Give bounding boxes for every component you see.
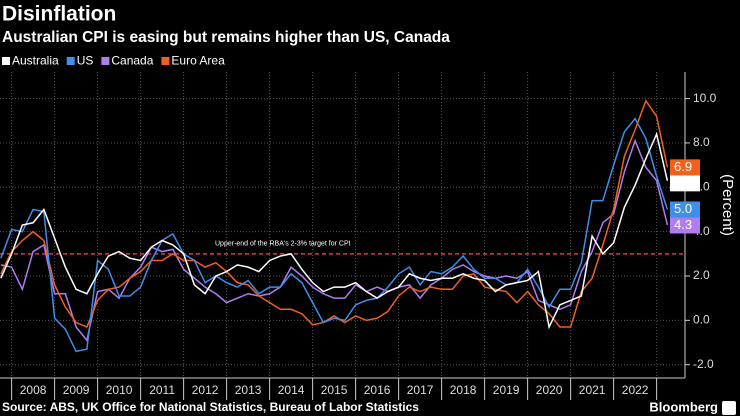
legend-swatch (2, 57, 10, 65)
y-tick-label: 2.0 (693, 268, 710, 282)
legend-swatch (161, 57, 170, 65)
brand-icon (722, 401, 736, 415)
series-line (0, 138, 669, 342)
end-label: 4.3 (674, 217, 692, 232)
series-line (0, 99, 669, 328)
x-tick-label: 2017 (407, 383, 434, 397)
chart-title: Disinflation (2, 3, 116, 26)
y-tick-label: 0.0 (693, 313, 710, 327)
end-label-box (670, 159, 700, 176)
source: Source: ABS, UK Office for National Stat… (2, 400, 419, 414)
series-line (0, 131, 669, 330)
end-label-box (670, 201, 700, 218)
y-tick-label: 8.0 (693, 135, 710, 149)
end-label-box (670, 175, 700, 192)
x-tick-label: 2014 (278, 383, 305, 397)
x-tick-label: 2021 (579, 383, 606, 397)
x-tick-label: 2020 (536, 383, 563, 397)
x-tick-label: 2018 (450, 383, 477, 397)
legend-label: US (77, 54, 94, 68)
brand: Bloomberg (649, 399, 718, 414)
legend-label: Canada (111, 54, 153, 68)
end-label-box (670, 217, 700, 234)
y-tick-label: -2.0 (693, 357, 714, 371)
end-label: 5.0 (674, 201, 692, 216)
y-axis-title: (Percent) (719, 174, 736, 236)
end-label: 6.9 (674, 159, 692, 174)
x-tick-label: 2008 (20, 383, 47, 397)
y-tick-label: 10.0 (693, 91, 717, 105)
end-label: 6.3 (674, 175, 692, 190)
x-tick-label: 2013 (235, 383, 262, 397)
x-tick-label: 2012 (192, 383, 219, 397)
reference-label: Upper-end of the RBA's 2-3% target for C… (215, 241, 351, 248)
x-tick-label: 2015 (321, 383, 348, 397)
x-tick-label: 2011 (149, 383, 175, 397)
legend-swatch (101, 57, 110, 65)
chart-subtitle: Australian CPI is easing but remains hig… (2, 29, 450, 46)
x-tick-label: 2022 (622, 383, 649, 397)
x-tick-label: 2016 (364, 383, 391, 397)
legend-swatch (66, 57, 75, 65)
x-tick-label: 2010 (106, 383, 133, 397)
legend-label: Euro Area (171, 54, 225, 68)
series-line (0, 117, 669, 353)
x-tick-label: 2019 (493, 383, 520, 397)
x-tick-label: 2009 (63, 383, 90, 397)
legend-label: Australia (12, 54, 59, 68)
